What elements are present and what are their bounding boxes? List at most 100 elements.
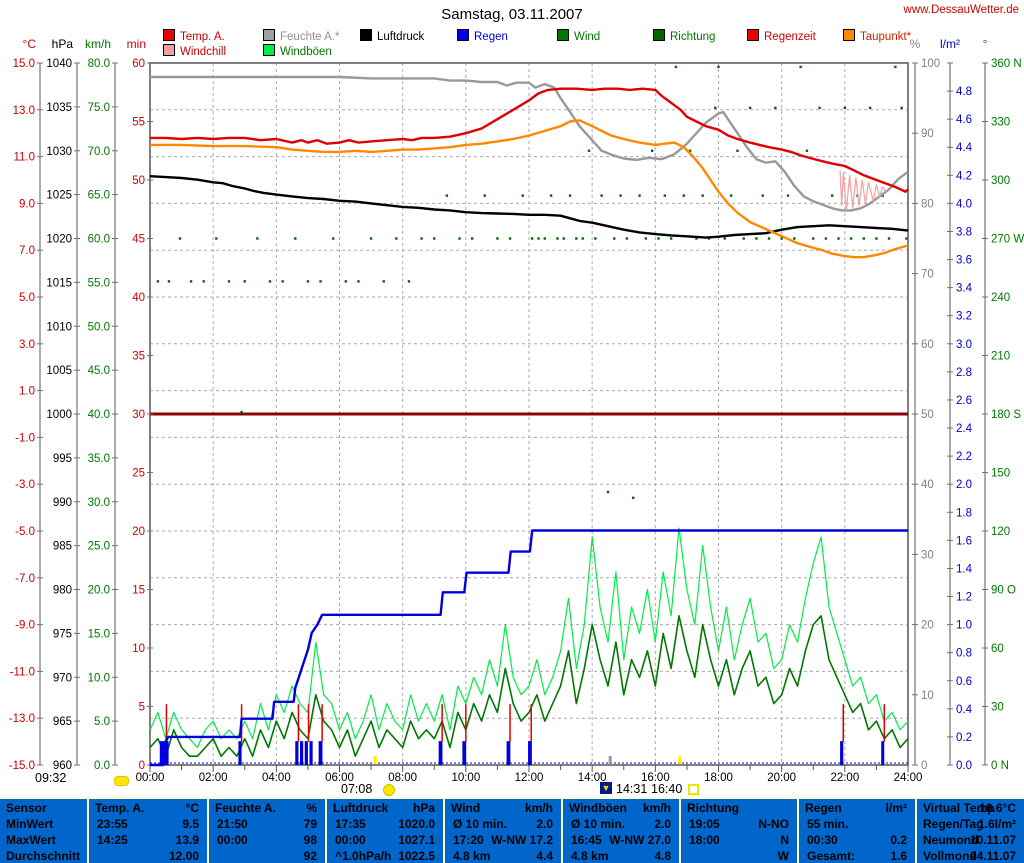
direction-dot (575, 237, 578, 240)
table-cell: Sensor (6, 801, 47, 815)
axis-label-P: 1015 (46, 277, 72, 289)
site-link[interactable]: www.DessauWetter.de (903, 4, 1019, 16)
legend-label: Taupunkt* (860, 31, 912, 43)
axis-label-P: 970 (53, 672, 72, 684)
table-cell: N-NO (758, 817, 789, 831)
table-row-label: MaxWert (0, 832, 87, 848)
table-column: Feuchte A.% 21:50 79 00:00 98 92 (207, 799, 325, 863)
table-cell: km/h (524, 801, 553, 815)
rain-bar (238, 741, 242, 765)
direction-dot (805, 149, 809, 152)
table-cell: W-NW 27.0 (609, 833, 671, 847)
table-cell: 4.4 (536, 849, 553, 863)
legend-swatch-icon (163, 29, 175, 41)
direction-dot (268, 280, 272, 283)
table-cell: 4.8 (654, 849, 671, 863)
direction-dot (530, 237, 534, 240)
table-row: ^1.0hPa/h 1022.5 (327, 848, 443, 863)
direction-dot (701, 194, 704, 197)
legend-item-luftdruck: Luftdruck (360, 29, 424, 43)
x-label: 10:00 (451, 772, 480, 784)
x-label: 04:00 (262, 772, 291, 784)
table-header: Windböen km/h (563, 800, 679, 816)
rain-bar (295, 741, 299, 765)
direction-dot (178, 237, 182, 240)
table-header: Luftdruck hPa (327, 800, 443, 816)
axis-label-L: 2.0 (956, 479, 972, 491)
legend-item-temp-a: Temp. A. (163, 29, 225, 43)
axis-label-K: 45.0 (88, 365, 110, 377)
axis-label-L: 1.0 (956, 620, 972, 632)
axis-label-P: 965 (53, 716, 72, 728)
direction-dot (407, 280, 411, 283)
axis-unit-K: km/h (85, 37, 111, 51)
axis-label-pct: 100 (921, 58, 940, 70)
legend-label: Feuchte A.* (280, 31, 340, 43)
direction-dot (755, 237, 758, 240)
axis-label-M: 30 (132, 409, 145, 421)
axis-label-L: 3.8 (956, 226, 972, 238)
table-row: Gesamt: 1.6 (799, 848, 915, 863)
direction-dot (663, 194, 667, 197)
table-cell: 2.0 (536, 817, 553, 831)
legend-swatch-icon (653, 29, 665, 41)
legend-item-regenzeit: Regenzeit (747, 29, 816, 43)
axis-label-M: 20 (132, 526, 145, 538)
axis-label-D: 360 N (991, 58, 1022, 70)
direction-dot (594, 237, 597, 240)
table-cell: 10.11.07 (969, 833, 1016, 847)
direction-dot (562, 237, 565, 240)
axis-label-L: 4.4 (956, 142, 973, 154)
legend-swatch-icon (457, 29, 469, 41)
table-row: 17:20 W-NW 17.2 (445, 832, 561, 848)
table-row: W (681, 848, 797, 863)
axis-label-P: 960 (53, 760, 72, 772)
table-cell: 1020.0 (398, 817, 435, 831)
direction-dot (483, 194, 486, 197)
axis-label-C: -9.0 (15, 620, 35, 632)
legend-label: Windchill (180, 46, 227, 58)
table-cell: Richtung (687, 801, 739, 815)
direction-dot (843, 106, 847, 110)
direction-dot (600, 194, 603, 197)
direction-dot (761, 194, 764, 197)
axis-label-D: 0 N (991, 760, 1009, 772)
axis-label-M: 50 (132, 175, 145, 187)
legend-item-windchill: Windchill (163, 44, 227, 58)
axis-label-C: -13.0 (9, 713, 35, 725)
axis-label-L: 1.4 (956, 563, 973, 575)
legend-label: Regen (474, 31, 508, 43)
axis-label-K: 10.0 (88, 672, 110, 684)
table-row: 17:35 1020.0 (327, 816, 443, 832)
direction-dot (537, 237, 540, 240)
sunset-time-label: 16:40 (651, 782, 683, 796)
table-cell: 18:00 (689, 833, 720, 847)
axis-label-P: 1010 (46, 321, 72, 333)
direction-dot (256, 237, 259, 240)
table-cell: Luftdruck (333, 801, 389, 815)
table-row: 55 min. (799, 816, 915, 832)
direction-dot (549, 194, 553, 197)
table-cell: W (777, 849, 789, 863)
rain-bar (840, 741, 844, 765)
direction-dot (369, 237, 373, 240)
table-info-row: Virtual Temp 10.6°C (917, 800, 1024, 816)
direction-dot (786, 194, 790, 197)
series-windchill (839, 170, 887, 211)
direction-dot (736, 149, 739, 152)
axis-label-L: 4.2 (956, 170, 972, 182)
table-cell: 55 min. (807, 817, 849, 831)
legend-swatch-icon (360, 29, 372, 41)
table-cell: 00:30 (807, 833, 838, 847)
direction-dot (306, 280, 310, 283)
direction-dot (189, 280, 193, 283)
table-header: Wind km/h (445, 800, 561, 816)
table-cell: MinWert (6, 817, 54, 831)
weather-chart: -15.0 -13.0 -11.0 -9.0 -7.0 -5.0 -3.0 -1.0 1.0 3.… (9, 37, 1024, 784)
x-label: 16:00 (641, 772, 670, 784)
table-cell: 14:25 (97, 833, 128, 847)
legend-swatch-icon (263, 29, 275, 41)
axis-label-pct: 0 (921, 760, 927, 772)
table-cell: W-NW 17.2 (491, 833, 553, 847)
axis-label-C: 11.0 (13, 152, 35, 164)
